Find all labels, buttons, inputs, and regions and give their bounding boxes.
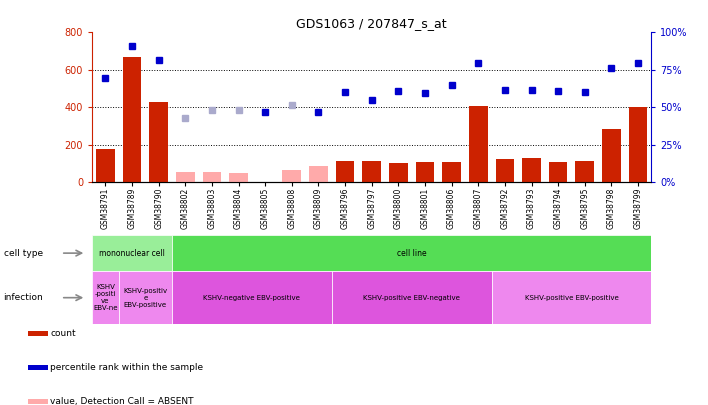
- Text: value, Detection Call = ABSENT: value, Detection Call = ABSENT: [50, 397, 194, 405]
- Bar: [96, 149, 115, 182]
- Bar: [282, 170, 301, 182]
- Text: mononuclear cell: mononuclear cell: [99, 249, 165, 258]
- Text: infection: infection: [4, 293, 43, 302]
- Bar: [92, 235, 172, 271]
- Bar: [362, 161, 381, 182]
- Bar: [172, 235, 651, 271]
- Bar: [28, 365, 48, 370]
- Text: count: count: [50, 329, 76, 338]
- Bar: [629, 107, 647, 182]
- Text: KSHV
-positi
ve
EBV-ne: KSHV -positi ve EBV-ne: [93, 284, 118, 311]
- Bar: [119, 271, 172, 324]
- Text: KSHV-negative EBV-positive: KSHV-negative EBV-positive: [203, 295, 300, 301]
- Bar: [469, 107, 488, 182]
- Bar: [92, 271, 119, 324]
- Bar: [389, 162, 408, 182]
- Text: KSHV-positiv
e
EBV-positive: KSHV-positiv e EBV-positive: [123, 288, 167, 308]
- Bar: [491, 271, 651, 324]
- Bar: [523, 158, 541, 182]
- Text: cell type: cell type: [4, 249, 42, 258]
- Bar: [576, 161, 594, 182]
- Bar: [496, 159, 514, 182]
- Bar: [229, 173, 248, 182]
- Bar: [309, 166, 328, 182]
- Bar: [172, 271, 332, 324]
- Bar: [549, 162, 568, 182]
- Title: GDS1063 / 207847_s_at: GDS1063 / 207847_s_at: [297, 17, 447, 30]
- Bar: [332, 271, 491, 324]
- Bar: [602, 129, 621, 182]
- Bar: [202, 172, 221, 182]
- Bar: [416, 162, 434, 182]
- Bar: [28, 331, 48, 336]
- Text: KSHV-positive EBV-negative: KSHV-positive EBV-negative: [363, 295, 460, 301]
- Bar: [176, 172, 195, 182]
- Text: percentile rank within the sample: percentile rank within the sample: [50, 363, 203, 372]
- Text: KSHV-positive EBV-positive: KSHV-positive EBV-positive: [525, 295, 618, 301]
- Text: cell line: cell line: [397, 249, 426, 258]
- Bar: [149, 102, 168, 182]
- Bar: [28, 399, 48, 404]
- Bar: [122, 57, 142, 182]
- Bar: [336, 161, 355, 182]
- Bar: [442, 162, 461, 182]
